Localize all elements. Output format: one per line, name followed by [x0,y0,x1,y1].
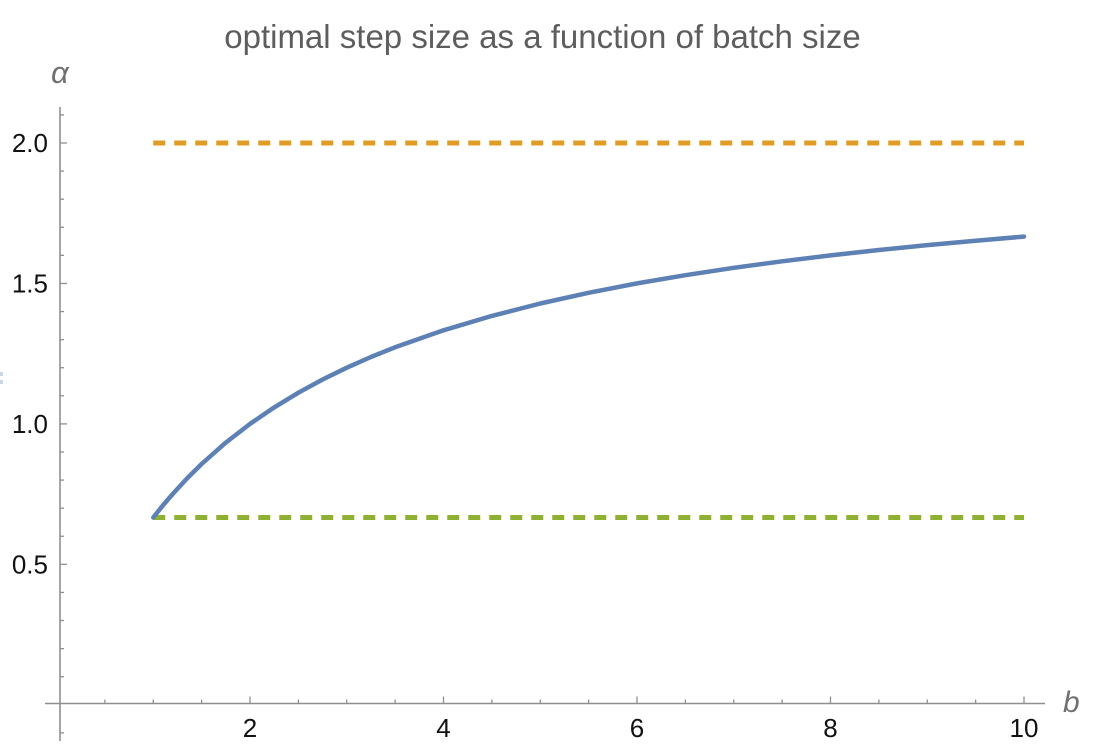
x-tick-label: 8 [823,713,837,743]
cropped-edge-artifact [0,372,3,376]
y-tick-label: 1.0 [12,409,48,439]
y-tick-label: 2.0 [12,128,48,158]
optimal-step-size-curve [151,234,1027,520]
x-axis-label: b [1063,686,1080,719]
x-tick-label: 10 [1010,713,1039,743]
x-tick-label: 2 [243,713,257,743]
y-tick-label: 0.5 [12,549,48,579]
y-axis-label: α [51,55,69,90]
x-tick-label: 6 [630,713,644,743]
chart-title: optimal step size as a function of batch… [224,18,861,55]
x-tick-label: 4 [436,713,450,743]
y-tick-label: 1.5 [12,268,48,298]
cropped-edge-artifact [0,380,3,384]
